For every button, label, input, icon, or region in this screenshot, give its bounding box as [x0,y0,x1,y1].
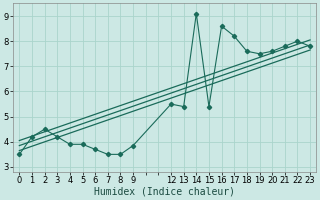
X-axis label: Humidex (Indice chaleur): Humidex (Indice chaleur) [94,187,235,197]
